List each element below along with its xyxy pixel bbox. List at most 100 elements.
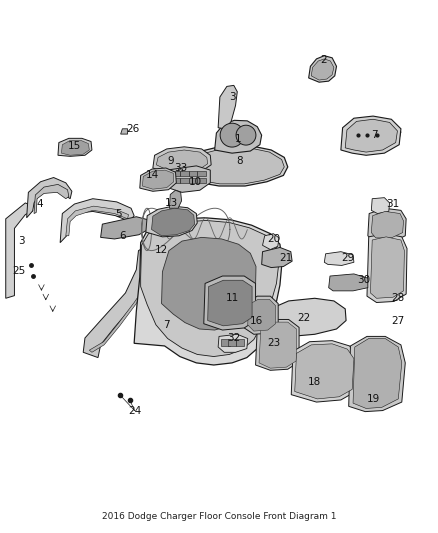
Text: 30: 30 (357, 275, 370, 285)
Polygon shape (244, 296, 278, 334)
Text: 32: 32 (227, 333, 240, 343)
Polygon shape (171, 177, 180, 183)
Polygon shape (142, 170, 174, 189)
Polygon shape (218, 334, 248, 352)
Polygon shape (34, 184, 69, 214)
Text: 26: 26 (126, 124, 139, 134)
Polygon shape (197, 177, 206, 183)
Text: 19: 19 (367, 394, 380, 404)
Polygon shape (89, 247, 156, 352)
Polygon shape (371, 237, 404, 298)
Polygon shape (166, 166, 210, 192)
Polygon shape (345, 119, 397, 152)
Polygon shape (188, 171, 197, 176)
Polygon shape (368, 208, 406, 242)
Polygon shape (248, 300, 276, 331)
Text: 2: 2 (320, 55, 327, 65)
Text: 1: 1 (235, 134, 242, 144)
Polygon shape (83, 243, 162, 358)
Circle shape (236, 125, 256, 145)
Polygon shape (349, 336, 405, 411)
Text: 16: 16 (250, 316, 263, 326)
Text: 12: 12 (155, 245, 168, 255)
Polygon shape (309, 56, 336, 82)
Polygon shape (180, 177, 188, 183)
Polygon shape (228, 338, 237, 346)
Polygon shape (188, 177, 197, 183)
Polygon shape (192, 148, 284, 184)
Polygon shape (353, 338, 402, 408)
Text: 7: 7 (371, 130, 378, 140)
Polygon shape (120, 129, 127, 134)
Polygon shape (61, 141, 89, 155)
Polygon shape (371, 212, 403, 238)
Polygon shape (141, 221, 279, 357)
Polygon shape (6, 203, 33, 298)
Text: 3: 3 (229, 92, 235, 102)
Text: 2016 Dodge Charger Floor Console Front Diagram 1: 2016 Dodge Charger Floor Console Front D… (102, 512, 336, 521)
Polygon shape (271, 301, 343, 338)
Polygon shape (291, 341, 357, 402)
Text: 13: 13 (165, 198, 178, 208)
Text: 11: 11 (226, 293, 239, 303)
Text: 27: 27 (391, 316, 404, 326)
Polygon shape (215, 120, 261, 153)
Polygon shape (350, 122, 401, 151)
Text: 9: 9 (168, 156, 174, 166)
Polygon shape (152, 208, 194, 236)
Polygon shape (324, 252, 354, 265)
Polygon shape (204, 276, 255, 330)
Polygon shape (134, 218, 282, 365)
Polygon shape (177, 168, 183, 175)
Text: 18: 18 (308, 377, 321, 387)
Polygon shape (171, 171, 180, 176)
Text: 25: 25 (12, 266, 25, 276)
Text: 28: 28 (392, 293, 405, 303)
Polygon shape (371, 198, 390, 214)
Text: 24: 24 (128, 406, 141, 416)
Polygon shape (101, 217, 150, 239)
Circle shape (220, 123, 244, 147)
Polygon shape (328, 274, 368, 291)
Polygon shape (162, 237, 256, 330)
Polygon shape (197, 171, 206, 176)
Text: 33: 33 (174, 163, 187, 173)
Polygon shape (261, 247, 292, 268)
Polygon shape (60, 199, 134, 243)
Text: 8: 8 (237, 156, 243, 166)
Polygon shape (140, 168, 177, 191)
Polygon shape (367, 233, 407, 303)
Text: 15: 15 (68, 141, 81, 151)
Polygon shape (188, 146, 288, 186)
Text: 20: 20 (267, 234, 280, 244)
Polygon shape (262, 233, 279, 249)
Polygon shape (259, 322, 297, 368)
Polygon shape (218, 85, 237, 129)
Polygon shape (311, 59, 334, 80)
Polygon shape (146, 206, 197, 237)
Text: 6: 6 (119, 231, 126, 241)
Polygon shape (180, 171, 188, 176)
Polygon shape (27, 177, 72, 218)
Text: 21: 21 (279, 253, 293, 263)
Polygon shape (153, 147, 211, 174)
Text: 5: 5 (115, 208, 121, 219)
Polygon shape (170, 190, 182, 208)
Text: 31: 31 (386, 199, 400, 209)
Text: 29: 29 (341, 253, 354, 263)
Polygon shape (295, 344, 354, 399)
Polygon shape (236, 338, 244, 346)
Text: 22: 22 (298, 313, 311, 324)
Text: 14: 14 (146, 171, 159, 180)
Text: 3: 3 (18, 236, 25, 246)
Text: 10: 10 (189, 177, 202, 187)
Text: 4: 4 (36, 199, 43, 209)
Polygon shape (341, 116, 401, 155)
Polygon shape (255, 319, 299, 370)
Polygon shape (268, 298, 346, 341)
Polygon shape (156, 150, 208, 172)
Polygon shape (66, 206, 128, 236)
Polygon shape (58, 139, 92, 156)
Text: 7: 7 (163, 320, 170, 330)
Polygon shape (221, 338, 230, 346)
